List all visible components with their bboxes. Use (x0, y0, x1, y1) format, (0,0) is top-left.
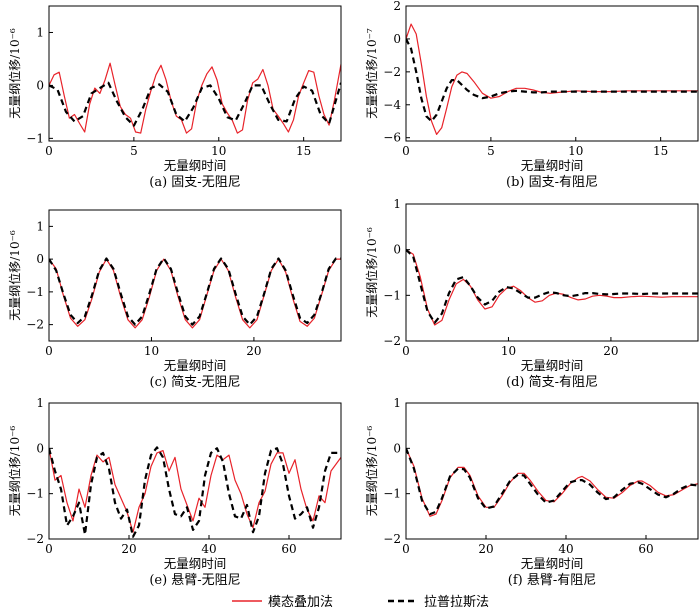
y-axis-label: 无量纲位移/10⁻⁶ (7, 230, 22, 321)
x-tick-label: 10 (211, 144, 226, 158)
panel-caption: (a) 固支-无阻尼 (149, 175, 240, 190)
y-tick-label: −1 (26, 487, 44, 501)
panel-5: 0 20 40 60 −2 −1 0 1 无量纲时间 无量纲位移/10⁻⁶ (e) 悬臂-无阻尼 (7, 396, 342, 588)
x-tick-label: 0 (402, 542, 410, 556)
x-tick-label: 0 (45, 344, 53, 358)
x-axis-label: 无量纲时间 (164, 358, 227, 373)
series-laplace (49, 446, 341, 538)
y-tick-label: −1 (383, 487, 401, 501)
x-tick-label: 0 (402, 344, 410, 358)
y-tick-label: −1 (26, 285, 44, 299)
panel-caption: (f) 悬臂-有阻尼 (508, 573, 596, 588)
series-laplace (406, 248, 698, 324)
x-tick-label: 20 (121, 542, 136, 556)
y-tick-label: 1 (36, 25, 44, 39)
y-tick-label: −1 (383, 288, 401, 302)
panel-3: 0 10 20 −2 −1 0 1 无量纲时间 无量纲位移/10⁻⁶ (c) 简支-无阻尼 (7, 209, 342, 390)
y-tick-label: 1 (393, 396, 401, 410)
x-tick-label: 40 (558, 542, 573, 556)
panel-2: 0 5 10 15 −6 −4 −2 0 2 无量纲时间 无量纲位移/10⁻⁷ (b) 固支-有阻尼 (364, 0, 699, 190)
x-axis-label: 无量纲时间 (521, 158, 584, 173)
y-tick-label: −1 (26, 131, 44, 145)
x-axis-label: 无量纲时间 (521, 358, 584, 373)
plot-frame (48, 5, 342, 142)
y-tick-label: 0 (393, 441, 401, 455)
panel-4: 0 10 20 −2 −1 0 1 无量纲时间 无量纲位移/10⁻⁶ (d) 简支-有阻尼 (364, 197, 699, 390)
x-tick-label: 0 (45, 144, 53, 158)
x-tick-label: 10 (568, 144, 583, 158)
plot-frame (48, 209, 342, 342)
legend: 模态叠加法 拉普拉斯法 (232, 595, 489, 607)
y-axis-label: 无量纲位移/10⁻⁷ (364, 28, 379, 119)
y-axis-label: 无量纲位移/10⁻⁶ (364, 426, 379, 517)
x-axis-label: 无量纲时间 (164, 556, 227, 571)
panel-caption: (b) 固支-有阻尼 (506, 175, 598, 190)
x-tick-label: 20 (603, 344, 618, 358)
y-tick-label: −2 (26, 532, 44, 546)
x-tick-label: 60 (281, 542, 296, 556)
y-tick-label: 1 (393, 197, 401, 211)
y-tick-label: 1 (36, 219, 44, 233)
plot-frame (405, 5, 699, 142)
x-tick-label: 10 (144, 344, 159, 358)
series-laplace (49, 257, 341, 326)
y-tick-label: −2 (383, 532, 401, 546)
y-tick-label: 0 (393, 32, 401, 46)
series-laplace (49, 81, 341, 127)
y-tick-label: 0 (36, 252, 44, 266)
legend-label-laplace: 拉普拉斯法 (424, 595, 489, 607)
series-laplace (406, 447, 698, 516)
y-tick-label: −2 (383, 65, 401, 79)
x-tick-label: 0 (45, 542, 53, 556)
y-tick-label: −2 (26, 318, 44, 332)
x-tick-label: 60 (638, 542, 653, 556)
series-modal-superposition (406, 448, 698, 517)
y-tick-label: −4 (383, 98, 401, 112)
panel-caption: (d) 简支-有阻尼 (506, 374, 598, 390)
y-axis-label: 无量纲位移/10⁻⁶ (364, 227, 379, 318)
y-axis-label: 无量纲位移/10⁻⁶ (7, 426, 22, 517)
plot-frame (405, 203, 699, 342)
x-tick-label: 20 (246, 344, 261, 358)
x-tick-label: 5 (130, 144, 138, 158)
x-tick-label: 5 (487, 144, 495, 158)
series-modal-superposition (406, 249, 698, 326)
series-modal-superposition (49, 62, 341, 134)
plot-frame (405, 402, 699, 540)
plot-frame (48, 402, 342, 540)
y-axis-label: 无量纲位移/10⁻⁶ (7, 28, 22, 119)
series-modal-superposition (406, 23, 698, 135)
x-tick-label: 40 (201, 542, 216, 556)
y-tick-label: 0 (36, 441, 44, 455)
x-tick-label: 15 (296, 144, 311, 158)
y-tick-label: 1 (36, 396, 44, 410)
y-tick-label: 0 (393, 243, 401, 257)
legend-label-modal: 模态叠加法 (268, 595, 333, 607)
panel-6: 0 20 40 60 −2 −1 0 1 无量纲时间 无量纲位移/10⁻⁶ (f) 悬臂-有阻尼 (364, 396, 699, 588)
panel-caption: (e) 悬臂-无阻尼 (149, 573, 240, 588)
x-axis-label: 无量纲时间 (521, 556, 584, 571)
x-tick-label: 15 (653, 144, 668, 158)
y-tick-label: −2 (383, 334, 401, 348)
series-laplace (406, 38, 698, 123)
panel-caption: (c) 简支-无阻尼 (150, 374, 241, 390)
x-tick-label: 0 (402, 144, 410, 158)
y-tick-label: 2 (393, 0, 401, 13)
y-tick-label: 0 (36, 78, 44, 92)
x-tick-label: 20 (478, 542, 493, 556)
x-axis-label: 无量纲时间 (164, 158, 227, 173)
y-tick-label: −6 (383, 131, 401, 145)
x-tick-label: 10 (501, 344, 516, 358)
series-modal-superposition (49, 448, 341, 533)
